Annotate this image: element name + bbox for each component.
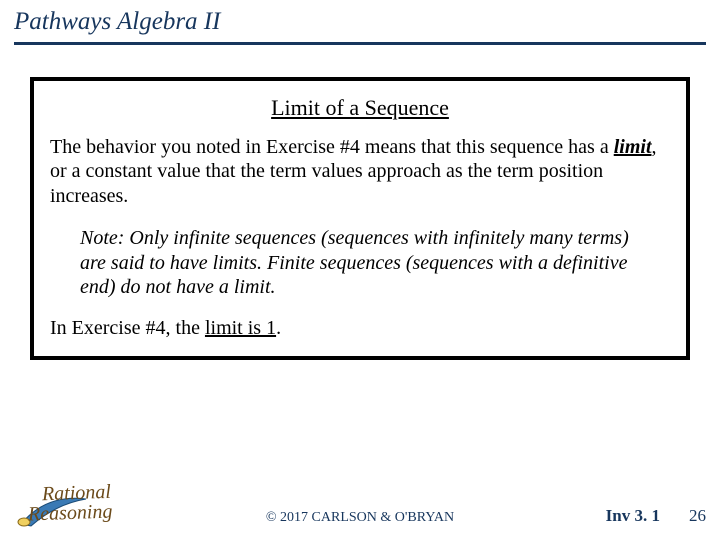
note-paragraph: Note: Only infinite sequences (sequences… [80,226,640,299]
limit-value: limit is 1 [205,317,276,339]
para2-post: . [276,317,281,339]
course-title: Pathways Algebra II [14,8,706,36]
box-title: Limit of a Sequence [50,95,670,121]
para1-pre: The behavior you noted in Exercise #4 me… [50,136,614,158]
definition-box: Limit of a Sequence The behavior you not… [30,77,690,360]
para2-pre: In Exercise #4, the [50,317,205,339]
slide-header: Pathways Algebra II [0,0,720,40]
slide-footer: Rational Reasoning © 2017 CARLSON & O'BR… [0,484,720,540]
investigation-label: Inv 3. 1 [606,506,660,526]
conclusion-paragraph: In Exercise #4, the limit is 1. [50,317,670,340]
page-number: 26 [689,506,706,526]
header-divider [14,42,706,45]
term-limit: limit [614,136,652,158]
definition-paragraph: The behavior you noted in Exercise #4 me… [50,135,670,208]
